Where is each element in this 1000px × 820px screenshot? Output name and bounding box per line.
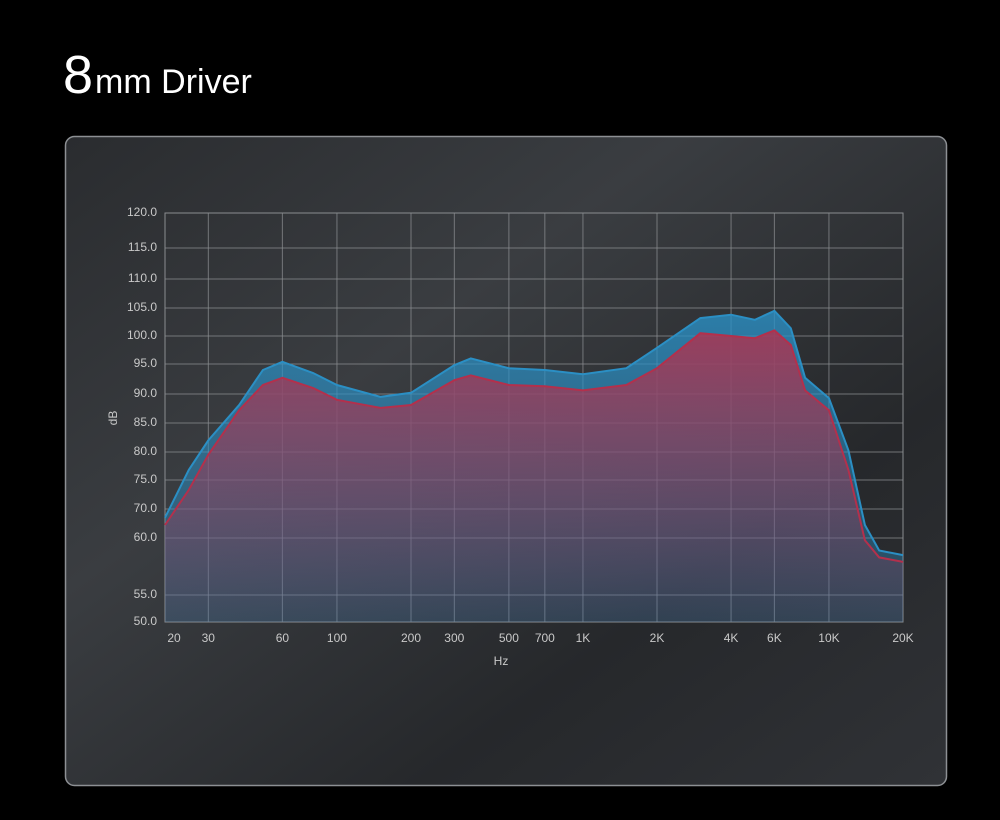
x-tick-label: 200	[401, 631, 421, 645]
y-tick-label: 100.0	[127, 328, 157, 342]
y-tick-label: 75.0	[134, 472, 158, 486]
x-tick-label: 1K	[576, 631, 591, 645]
y-tick-label: 90.0	[134, 386, 158, 400]
x-tick-label: 500	[499, 631, 519, 645]
y-tick-label: 60.0	[134, 530, 158, 544]
title-number: 8	[63, 45, 93, 105]
y-tick-label: 80.0	[134, 444, 158, 458]
y-tick-label: 95.0	[134, 356, 158, 370]
title-text: mm Driver	[95, 63, 252, 101]
y-tick-label: 85.0	[134, 415, 158, 429]
series-area	[165, 330, 903, 622]
x-tick-label: 6K	[767, 631, 782, 645]
x-tick-label: 30	[202, 631, 216, 645]
y-tick-label: 55.0	[134, 587, 158, 601]
title: 8mm Driver	[63, 45, 252, 105]
y-tick-label: 105.0	[127, 300, 157, 314]
x-tick-label: 4K	[724, 631, 739, 645]
y-tick-label: 50.0	[134, 614, 158, 628]
x-tick-label: 20	[167, 631, 181, 645]
x-tick-label: 60	[276, 631, 290, 645]
y-tick-label: 115.0	[128, 240, 157, 254]
x-tick-label: 300	[444, 631, 464, 645]
x-tick-label: 100	[327, 631, 347, 645]
series-line	[164, 329, 904, 563]
x-axis-label: Hz	[494, 654, 509, 668]
y-tick-label: 120.0	[127, 205, 157, 219]
x-tick-label: 2K	[650, 631, 665, 645]
x-tick-label: 10K	[818, 631, 839, 645]
x-tick-label: 20K	[892, 631, 913, 645]
series-line	[164, 309, 904, 557]
y-tick-label: 110.0	[128, 271, 157, 285]
y-tick-label: 70.0	[134, 501, 158, 515]
x-tick-label: 700	[535, 631, 555, 645]
y-axis-label: dB	[106, 411, 120, 426]
plot: 50.0 55.0 60.0 70.0 75.0 80.0 85.0 90.0 95.0 100.…	[127, 205, 914, 645]
